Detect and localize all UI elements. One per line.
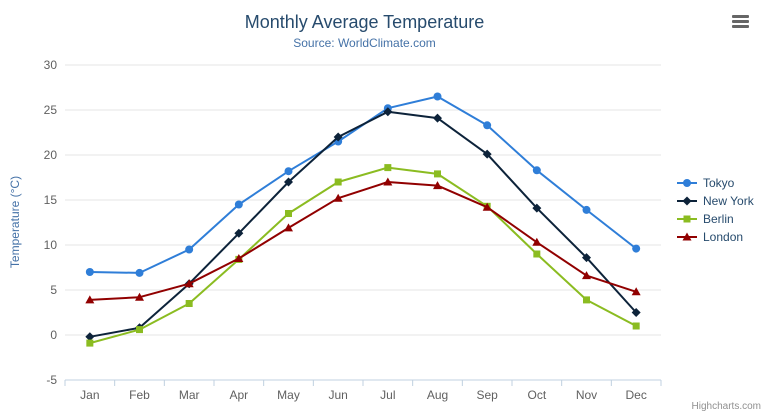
x-axis-label: Oct: [527, 388, 546, 402]
y-axis-label: 0: [50, 328, 57, 342]
marker-square: [334, 178, 342, 186]
marker-triangle: [184, 279, 194, 288]
legend-item-new-york[interactable]: New York: [676, 194, 754, 208]
marker-circle: [234, 200, 243, 209]
marker-square: [136, 326, 143, 334]
marker-triangle: [631, 287, 641, 296]
marker-diamond: [333, 132, 343, 142]
marker-triangle: [482, 202, 492, 211]
marker-square: [185, 300, 193, 307]
legend-item-london[interactable]: London: [676, 230, 754, 244]
marker-square: [632, 322, 640, 330]
x-axis-label: May: [277, 388, 300, 402]
series-line-london[interactable]: [88, 181, 638, 301]
x-axis-label: Nov: [576, 388, 597, 402]
marker-square: [285, 210, 292, 217]
y-axis-label: 15: [44, 193, 58, 207]
marker-diamond: [682, 196, 692, 206]
y-axis-label: 25: [44, 103, 58, 117]
x-axis-label: Jun: [328, 388, 347, 402]
x-axis-label: Feb: [129, 388, 150, 402]
marker-circle: [185, 245, 194, 254]
marker-circle: [85, 268, 94, 276]
legend-item-tokyo[interactable]: Tokyo: [676, 176, 754, 190]
marker-square: [533, 250, 541, 258]
hamburger-bar: [732, 20, 749, 23]
marker-diamond: [85, 332, 95, 342]
marker-circle: [532, 166, 541, 175]
marker-triangle: [284, 223, 293, 232]
y-axis-label: 10: [44, 238, 58, 252]
marker-diamond: [482, 149, 492, 159]
marker-triangle: [333, 193, 343, 202]
legend-label-london: London: [703, 230, 744, 244]
marker-diamond: [433, 113, 442, 123]
context-menu-icon[interactable]: [732, 15, 749, 30]
legend-label-tokyo: Tokyo: [703, 176, 735, 190]
marker-square: [434, 170, 441, 178]
marker-circle: [284, 167, 293, 176]
marker-triangle: [433, 181, 442, 190]
legend-label-berlin: Berlin: [703, 212, 734, 226]
legend-marker-new-york: [677, 196, 697, 206]
marker-triangle: [682, 232, 692, 241]
marker-diamond: [383, 107, 393, 117]
x-axis-label: Jan: [80, 388, 99, 402]
x-axis-label: Aug: [427, 388, 448, 402]
x-axis-label: Apr: [229, 388, 248, 402]
x-axis-label: Dec: [625, 388, 646, 402]
y-axis-label: 20: [44, 148, 58, 162]
marker-diamond: [631, 308, 641, 317]
marker-square: [683, 215, 691, 223]
legend-item-berlin[interactable]: Berlin: [676, 212, 754, 226]
legend-marker-london: [677, 232, 697, 241]
chart-title: Monthly Average Temperature: [244, 12, 485, 32]
marker-diamond: [234, 228, 244, 238]
marker-circle: [483, 121, 492, 130]
marker-diamond: [582, 253, 591, 263]
series-line-tokyo[interactable]: [88, 95, 638, 274]
marker-triangle: [532, 237, 542, 246]
marker-diamond: [532, 203, 542, 213]
hamburger-bar: [732, 15, 749, 18]
marker-circle: [683, 179, 691, 187]
marker-circle: [433, 92, 442, 101]
marker-circle: [632, 244, 641, 253]
legend-marker-berlin: [677, 215, 697, 223]
marker-triangle: [582, 271, 591, 280]
marker-square: [384, 164, 392, 172]
marker-square: [583, 296, 590, 304]
marker-triangle: [383, 177, 393, 186]
hamburger-bar: [732, 25, 749, 28]
legend-marker-tokyo: [677, 179, 697, 187]
y-axis-label: -5: [46, 373, 57, 387]
y-axis-title: Temperature (°C): [8, 175, 22, 269]
marker-circle: [582, 205, 591, 214]
marker-triangle: [85, 295, 95, 304]
credits-link[interactable]: Highcharts.com: [691, 401, 761, 412]
series-line-new-york[interactable]: [88, 110, 638, 338]
chart-subtitle: Source: WorldClimate.com: [293, 36, 436, 50]
legend-label-new-york: New York: [703, 194, 754, 208]
marker-circle: [135, 268, 144, 277]
marker-diamond: [284, 177, 293, 187]
marker-triangle: [135, 292, 144, 301]
x-axis-label: Mar: [179, 388, 200, 402]
legend: Tokyo New York Berlin London: [676, 176, 754, 244]
y-axis-label: 5: [50, 283, 57, 297]
y-axis-label: 30: [44, 58, 58, 72]
marker-square: [86, 339, 94, 347]
marker-triangle: [234, 254, 244, 262]
series-line-berlin[interactable]: [88, 166, 638, 345]
x-axis-label: Sep: [476, 388, 498, 402]
x-axis-label: Jul: [380, 388, 395, 402]
